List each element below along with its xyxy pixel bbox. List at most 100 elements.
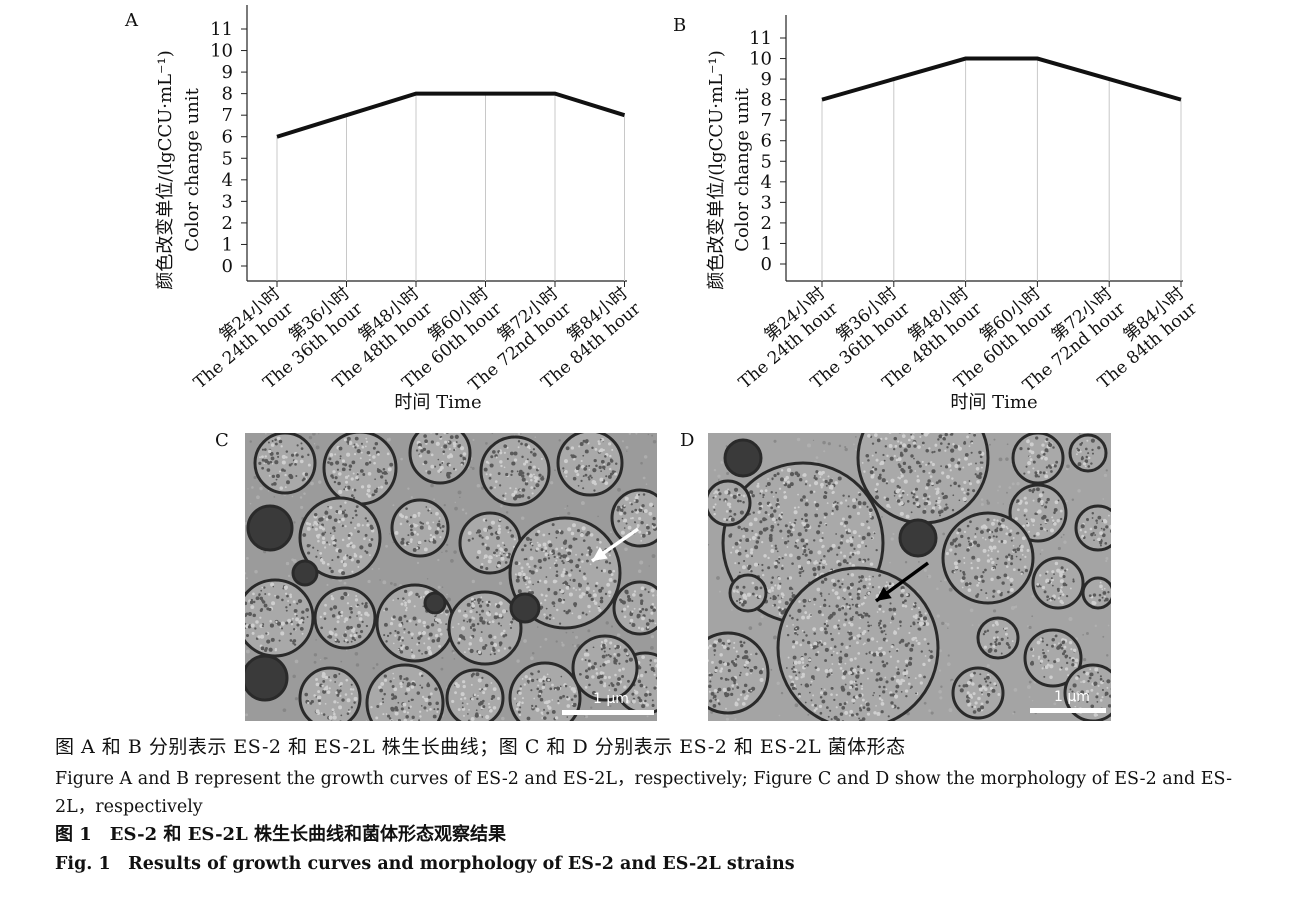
background-speckle: [253, 475, 257, 480]
cell-granule: [849, 595, 852, 599]
cell-granule: [529, 556, 534, 561]
cell-granule: [884, 584, 888, 588]
cell-granule: [599, 438, 602, 441]
cell-granule: [269, 451, 274, 456]
cell-granule: [970, 566, 974, 570]
cell-granule: [364, 533, 368, 537]
cell-granule: [987, 554, 990, 557]
cell-granule: [622, 520, 625, 523]
cell-granule: [557, 598, 563, 603]
cell-granule: [392, 615, 396, 619]
cell-granule: [891, 705, 895, 709]
cell-granule: [829, 709, 832, 712]
cell-granule: [638, 665, 641, 667]
cell-granule: [565, 554, 568, 557]
cell-granule: [562, 598, 566, 602]
cell-granule: [474, 713, 479, 718]
cell-granule: [969, 520, 972, 524]
cell-granule: [869, 470, 874, 475]
cell-granule: [995, 535, 998, 538]
cell-granule: [535, 707, 540, 712]
cell-granule: [873, 532, 876, 535]
cell-granule: [804, 513, 808, 517]
cell-granule: [431, 535, 436, 540]
cell-granule: [484, 543, 487, 547]
background-speckle: [292, 674, 296, 679]
cell-granule: [878, 607, 882, 611]
cell-granule: [814, 666, 818, 669]
cell-granule: [477, 601, 480, 605]
cell-granule: [526, 458, 529, 461]
cell-granule: [305, 608, 310, 612]
cell-granule: [1009, 529, 1013, 533]
cell-granule: [637, 493, 641, 496]
cell-granule: [271, 440, 274, 442]
cell-granule: [578, 588, 581, 591]
cell-granule: [913, 444, 917, 448]
cell-granule: [444, 609, 449, 614]
cell-granule: [1045, 572, 1048, 575]
cell-granule: [492, 450, 496, 454]
cell-granule: [584, 669, 588, 673]
cell-granule: [394, 531, 399, 535]
cell-granule: [856, 592, 860, 596]
cell-granule: [327, 461, 330, 464]
cell-granule: [1054, 561, 1059, 566]
cell-granule: [527, 681, 530, 684]
cell-granule: [951, 508, 955, 512]
cell-granule: [1016, 499, 1020, 503]
cell-granule: [399, 513, 403, 517]
background-speckle: [605, 621, 609, 625]
background-speckle: [978, 624, 980, 626]
cell-granule: [831, 543, 836, 548]
y-tick-label: 5: [761, 151, 772, 172]
cell-granule: [779, 477, 784, 482]
cell-granule: [849, 709, 854, 714]
cell-granule: [425, 521, 430, 525]
cell-granule: [328, 457, 332, 461]
cell-granule: [1061, 570, 1065, 574]
cell-granule: [878, 694, 881, 697]
cell-granule: [770, 491, 773, 494]
cell-granule: [893, 675, 896, 678]
cell-granule: [552, 579, 557, 584]
cell-granule: [280, 631, 285, 636]
cell-granule: [399, 681, 403, 686]
cell-granule: [730, 517, 735, 522]
cell-granule: [320, 557, 323, 560]
cell-granule: [804, 502, 809, 507]
cell-granule: [601, 654, 606, 659]
cell-granule: [885, 497, 890, 502]
background-speckle: [308, 435, 313, 440]
background-speckle: [430, 483, 434, 488]
cell-granule: [591, 446, 594, 450]
cell-granule: [771, 526, 775, 529]
cell-granule: [374, 441, 379, 446]
cell-granule: [957, 446, 962, 451]
cell-granule: [797, 564, 802, 569]
cell-granule: [530, 672, 534, 676]
cell-granule: [823, 691, 828, 696]
cell-granule: [864, 612, 869, 617]
cell-granule: [996, 519, 999, 522]
cell-granule: [860, 687, 864, 690]
cell-granule: [587, 549, 590, 552]
background-speckle: [294, 697, 299, 701]
cell-granule: [572, 587, 575, 590]
cell-granule: [270, 443, 275, 447]
cell-granule: [315, 709, 320, 714]
cell-granule: [583, 467, 587, 471]
background-speckle: [481, 486, 485, 490]
cell-granule: [829, 632, 832, 635]
cell-granule: [839, 666, 843, 670]
cell-granule: [264, 455, 268, 458]
cell-granule: [383, 674, 387, 678]
y-tick-label: 0: [761, 254, 772, 275]
cell-granule: [565, 610, 569, 615]
cell-granule: [468, 642, 472, 646]
background-speckle: [315, 639, 317, 641]
cell-granule: [340, 595, 345, 600]
cell-granule: [1043, 590, 1047, 594]
cell-granule: [356, 444, 360, 447]
cell-granule: [888, 443, 893, 448]
